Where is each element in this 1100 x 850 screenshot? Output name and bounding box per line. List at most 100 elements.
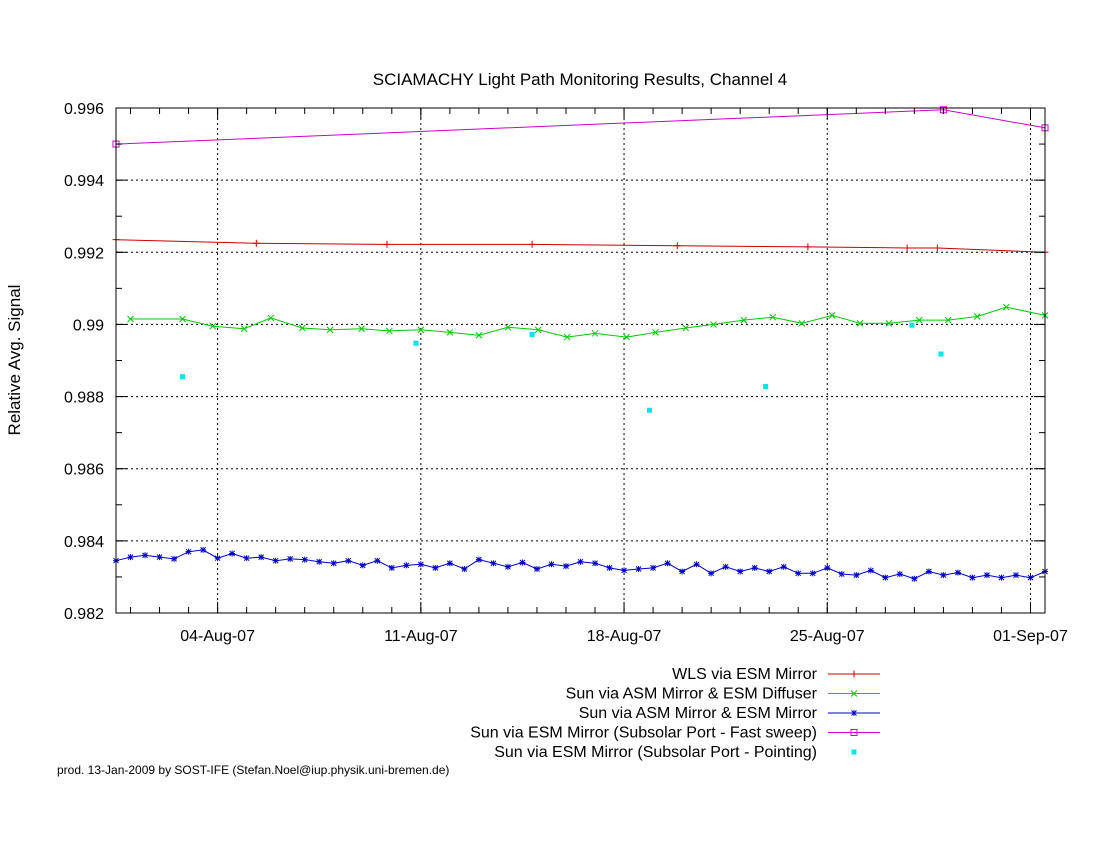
legend-marker	[850, 690, 858, 697]
legend-entry-label: WLS via ESM Mirror	[672, 666, 818, 683]
data-point	[171, 555, 178, 562]
data-point	[710, 321, 717, 328]
data-point	[998, 574, 1005, 581]
series-3	[113, 546, 1048, 582]
plot-border	[115, 107, 1046, 614]
data-point	[156, 554, 163, 561]
data-point	[940, 572, 947, 579]
data-point	[577, 558, 584, 565]
data-point	[287, 555, 294, 562]
y-tick-label: 0.994	[64, 173, 104, 190]
data-point	[646, 407, 652, 413]
data-point	[417, 326, 425, 334]
data-point	[885, 319, 893, 327]
data-point	[903, 244, 911, 252]
data-point	[301, 556, 308, 563]
data-point	[179, 315, 186, 323]
data-point	[780, 563, 787, 570]
data-point	[240, 325, 248, 333]
data-point	[504, 323, 512, 331]
legend: WLS via ESM Mirror Sun via ASM Mirror & E…	[470, 666, 880, 761]
data-point	[475, 556, 482, 563]
data-point	[446, 560, 453, 567]
data-point	[1002, 303, 1010, 311]
data-point	[374, 557, 381, 564]
x-tick-label: 11-Aug-07	[384, 628, 458, 645]
legend-marker	[850, 670, 858, 678]
data-point	[933, 244, 941, 252]
data-point	[606, 564, 613, 571]
data-point	[915, 316, 923, 324]
data-point	[504, 563, 511, 570]
data-point	[911, 575, 918, 582]
data-point	[127, 554, 134, 561]
data-point	[298, 324, 306, 332]
data-point	[417, 561, 424, 568]
data-point	[740, 316, 748, 324]
data-point	[528, 240, 536, 248]
data-point	[983, 572, 990, 579]
data-point	[708, 570, 715, 577]
data-point	[973, 313, 981, 320]
data-point	[737, 568, 744, 575]
series-1	[112, 236, 1049, 256]
data-point	[623, 333, 630, 341]
data-point	[359, 562, 366, 569]
legend-entry-label: Sun via ASM Mirror & ESM Mirror	[579, 705, 818, 722]
data-point	[383, 240, 391, 248]
y-tick-label: 0.986	[64, 462, 104, 479]
data-point	[853, 572, 860, 579]
data-point	[214, 555, 221, 562]
legend-marker	[850, 729, 858, 736]
y-tick-label: 0.996	[64, 101, 104, 118]
grid-lines	[116, 107, 1045, 614]
data-point	[316, 558, 323, 565]
data-point	[180, 374, 186, 380]
data-point	[243, 555, 250, 562]
y-axis-label: Relative Avg. Signal	[5, 285, 24, 436]
data-point	[809, 570, 816, 577]
data-point	[591, 330, 599, 337]
data-point	[358, 325, 365, 333]
data-point	[751, 564, 758, 571]
data-point	[664, 560, 671, 567]
series-line	[130, 306, 1046, 338]
y-tick-label: 0.982	[64, 606, 104, 623]
data-point	[1027, 574, 1034, 581]
data-point	[763, 383, 769, 389]
series-2	[127, 303, 1049, 341]
plot-frame	[115, 107, 1046, 614]
data-point	[938, 351, 944, 357]
data-point	[267, 314, 275, 322]
data-point	[896, 571, 903, 578]
data-point	[621, 567, 628, 574]
y-tick-label: 0.988	[64, 390, 104, 407]
legend-entry-label: Sun via ASM Mirror & ESM Diffuser	[566, 686, 818, 703]
data-point	[635, 565, 642, 572]
data-point	[828, 312, 836, 319]
legend-marker	[851, 749, 857, 755]
data-point	[258, 554, 265, 561]
chart-marks	[112, 106, 1049, 582]
legend-entry-label: Sun via ESM Mirror (Subsolar Port - Poin…	[494, 744, 817, 761]
data-point	[944, 316, 952, 324]
data-point	[548, 561, 555, 568]
x-tick-label: 18-Aug-07	[587, 628, 662, 645]
data-point	[882, 574, 889, 581]
data-point	[127, 315, 134, 323]
data-point	[252, 239, 260, 247]
data-point	[925, 568, 932, 575]
data-point	[529, 332, 535, 338]
data-point	[954, 569, 961, 576]
legend-marker	[851, 710, 857, 716]
data-point	[388, 564, 395, 571]
legend-entry-label: Sun via ESM Mirror (Subsolar Port - Fast…	[470, 725, 817, 742]
data-point	[413, 340, 419, 346]
data-point	[682, 324, 690, 332]
data-point	[185, 548, 192, 555]
data-point	[142, 552, 149, 559]
chart-title: SCIAMACHY Light Path Monitoring Results,…	[373, 70, 788, 89]
data-point	[533, 565, 540, 572]
data-point	[519, 559, 526, 566]
